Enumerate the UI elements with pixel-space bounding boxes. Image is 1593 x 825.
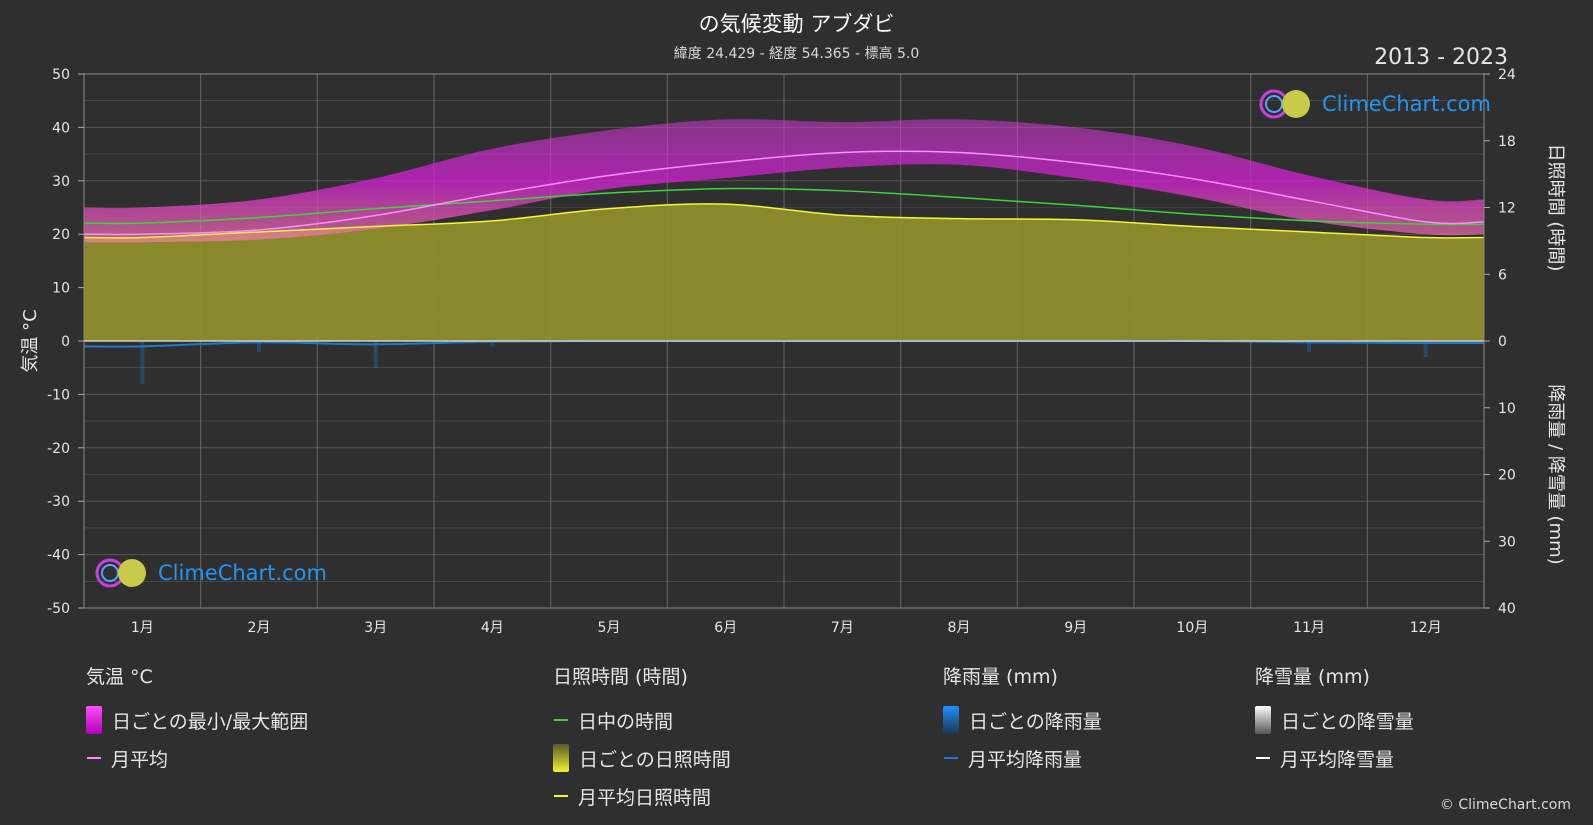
- legend-item-snow-avg: 月平均降雪量: [1255, 739, 1414, 777]
- legend-label: 月平均: [111, 748, 169, 771]
- legend-temperature: 気温 °C 日ごとの最小/最大範囲 月平均: [86, 662, 308, 777]
- y-right-tick-label: 18: [1498, 134, 1516, 150]
- x-tick-label: 5月: [598, 620, 621, 636]
- daylight-line: [83, 187, 1485, 226]
- x-tick-label: 7月: [831, 620, 854, 636]
- sunshine-area: [84, 203, 1484, 341]
- legend-label: 日ごとの降雨量: [969, 710, 1102, 733]
- y-left-tick-label: -50: [47, 601, 70, 617]
- temperature-avg-line: [83, 150, 1485, 236]
- climechart-logo-icon: [95, 558, 146, 588]
- chart-subtitle: 緯度 24.429 - 経度 54.365 - 標高 5.0: [673, 46, 920, 62]
- x-tick-label: 2月: [248, 620, 271, 636]
- year-range: 2013 - 2023: [1374, 45, 1508, 70]
- legend-snow: 降雪量 (mm) 日ごとの降雪量 月平均降雪量: [1255, 662, 1414, 777]
- swatch-rain-daily: [943, 706, 959, 734]
- legend-item-temp-avg: 月平均: [86, 739, 308, 777]
- legend-label: 月平均日照時間: [578, 786, 712, 809]
- y-left-tick-label: -30: [47, 494, 70, 510]
- y-right-tick-label: 0: [1498, 334, 1507, 350]
- x-tick-label: 11月: [1293, 620, 1325, 636]
- swatch-sunshine-avg: [554, 795, 568, 797]
- legend-label: 日ごとの日照時間: [579, 748, 731, 771]
- y-right-bottom-axis-label: 降雨量 / 降雪量 (mm): [1545, 384, 1566, 564]
- legend-item-snow-daily: 日ごとの降雪量: [1255, 701, 1414, 739]
- legend-item-temp-range: 日ごとの最小/最大範囲: [86, 701, 308, 739]
- temperature-range-band: [84, 119, 1484, 243]
- swatch-temp-range: [86, 706, 102, 734]
- legend-head: 気温 °C: [86, 666, 153, 688]
- swatch-rain-avg: [944, 757, 958, 759]
- y-right-tick-label: 12: [1498, 201, 1516, 217]
- x-tick-label: 1月: [131, 620, 154, 636]
- legend-sunshine: 日照時間 (時間) 日中の時間 日ごとの日照時間 月平均日照時間: [553, 662, 731, 815]
- x-tick-label: 6月: [714, 620, 737, 636]
- rain-bar: [490, 341, 495, 347]
- y-left-tick-label: 50: [52, 67, 70, 83]
- y-right-tick-label: 30: [1498, 534, 1516, 550]
- rain-bar: [373, 341, 378, 368]
- rain-bar: [1423, 341, 1428, 358]
- swatch-daylight: [554, 719, 568, 721]
- swatch-temp-avg: [87, 757, 101, 759]
- legend-rain: 降雨量 (mm) 日ごとの降雨量 月平均降雨量: [943, 662, 1102, 777]
- legend-label: 月平均降雨量: [968, 748, 1083, 771]
- x-tick-label: 10月: [1176, 620, 1208, 636]
- y-left-tick-label: -40: [47, 548, 70, 564]
- legend-item-sunshine-avg: 月平均日照時間: [553, 777, 731, 815]
- x-tick-label: 9月: [1064, 620, 1087, 636]
- y-right-tick-label: 24: [1498, 67, 1516, 83]
- y-right-tick-label: 10: [1498, 401, 1516, 417]
- swatch-snow-daily: [1255, 706, 1271, 734]
- swatch-snow-avg: [1256, 757, 1270, 759]
- legend-item-sunshine-daily: 日ごとの日照時間: [553, 739, 731, 777]
- x-tick-label: 3月: [364, 620, 387, 636]
- legend-item-rain-daily: 日ごとの降雨量: [943, 701, 1102, 739]
- climechart-logo-icon: [1259, 89, 1310, 119]
- legend-head: 降雨量 (mm): [943, 666, 1058, 688]
- swatch-sunshine-daily: [553, 744, 569, 772]
- x-tick-label: 12月: [1410, 620, 1442, 636]
- legend-item-daylight: 日中の時間: [553, 701, 731, 739]
- legend-head: 日照時間 (時間): [553, 666, 688, 688]
- y-left-axis-label: 気温 °C: [20, 309, 41, 372]
- y-right-tick-label: 20: [1498, 468, 1516, 484]
- watermark-logo-bottom: ClimeChart.com: [94, 557, 327, 589]
- y-left-tick-label: -20: [47, 441, 70, 457]
- y-right-tick-label: 6: [1498, 267, 1507, 283]
- copyright: © ClimeChart.com: [1439, 797, 1571, 813]
- rain-bar: [257, 341, 261, 352]
- legend-label: 日中の時間: [578, 710, 674, 733]
- y-right-tick-label: 40: [1498, 601, 1516, 617]
- logo-text: ClimeChart.com: [158, 561, 327, 585]
- x-tick-label: 8月: [948, 620, 971, 636]
- y-left-tick-label: 20: [52, 227, 70, 243]
- sunshine-avg-line: [83, 203, 1485, 239]
- y-right-top-axis-label: 日照時間 (時間): [1545, 144, 1566, 272]
- y-left-tick-label: 40: [52, 120, 70, 136]
- legend-label: 月平均降雪量: [1280, 748, 1395, 771]
- legend-head: 降雪量 (mm): [1255, 666, 1370, 688]
- y-left-tick-label: 30: [52, 174, 70, 190]
- legend-label: 日ごとの最小/最大範囲: [112, 710, 309, 733]
- legend-item-rain-avg: 月平均降雨量: [943, 739, 1102, 777]
- rain-bar: [1307, 341, 1311, 352]
- x-tick-label: 4月: [481, 620, 504, 636]
- chart-title: の気候変動 アブダビ: [698, 12, 895, 36]
- y-left-tick-label: 0: [61, 334, 70, 350]
- logo-text: ClimeChart.com: [1322, 92, 1491, 116]
- rain-bar: [140, 341, 145, 384]
- watermark-logo-top: ClimeChart.com: [1258, 88, 1491, 120]
- legend-label: 日ごとの降雪量: [1281, 710, 1414, 733]
- y-left-tick-label: 10: [52, 281, 70, 297]
- y-left-tick-label: -10: [47, 387, 70, 403]
